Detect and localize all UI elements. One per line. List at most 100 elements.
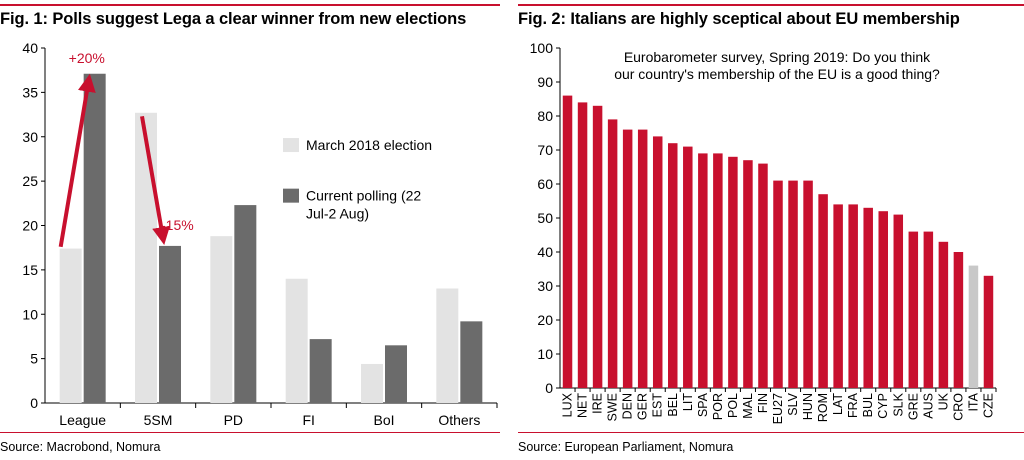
fig2-bar-aus xyxy=(923,231,934,388)
fig1-y-tick-label: 10 xyxy=(22,306,38,322)
fig2-bar-slv xyxy=(788,180,798,388)
fig2-x-tick-label: UK xyxy=(936,392,950,410)
fig2-source: Source: European Parliament, Nomura xyxy=(518,440,734,454)
fig2-y-tick-label: 50 xyxy=(537,210,553,226)
fig2-x-tick-label: DEN xyxy=(621,393,635,419)
fig2-x-tick-label: SLV xyxy=(786,392,800,415)
fig2-bar-cro xyxy=(953,252,964,388)
fig1-panel: Fig. 1: Polls suggest Lega a clear winne… xyxy=(0,0,500,460)
fig2-bar-bul xyxy=(863,207,873,388)
fig1-bar-polling-league xyxy=(83,73,106,404)
fig2-x-tick-label: FIN xyxy=(756,393,770,413)
fig1-legend-swatch-1 xyxy=(283,188,299,203)
fig2-bar-fra xyxy=(848,204,858,388)
fig2-y-tick-label: 80 xyxy=(537,108,553,124)
fig1-x-tick-label: FI xyxy=(302,412,314,428)
fig2-y-tick-label: 40 xyxy=(537,244,553,260)
fig2-bar-ger xyxy=(637,129,648,388)
fig2-bar-den xyxy=(622,129,633,388)
fig1-legend-label: March 2018 election xyxy=(306,137,432,153)
fig1-y-tick-label: 40 xyxy=(22,40,38,56)
fig1-bar-election-league xyxy=(59,248,82,403)
fig2-subtitle: our country's membership of the EU is a … xyxy=(614,66,940,82)
fig2-bar-bel xyxy=(668,143,678,388)
fig1-y-tick-label: 30 xyxy=(22,129,38,145)
fig2-x-tick-label: POR xyxy=(711,393,725,420)
fig2-x-tick-label: CRO xyxy=(951,393,965,421)
fig1-legend-label: Current polling (22 xyxy=(306,188,421,204)
fig2-bar-lat xyxy=(833,204,843,388)
fig2-bar-lit xyxy=(683,146,693,388)
fig2-x-tick-label: ROM xyxy=(816,393,830,422)
fig2-x-tick-label: NET xyxy=(576,393,590,418)
fig1-chart: 0 5 10 15 20 25 30 35 40 League 5SM PD FI BoI Others Ma… xyxy=(22,40,498,428)
fig2-x-tick-label: GER xyxy=(636,393,650,420)
fig1-x-tick-label: Others xyxy=(438,412,480,428)
fig2-bar-ire xyxy=(592,105,603,389)
fig2-bar-cze xyxy=(983,275,994,388)
fig1-bar-polling-5sm xyxy=(159,245,181,403)
fig1-bar-election-boi xyxy=(361,363,383,403)
fig2-x-tick-label: SLK xyxy=(891,392,905,416)
fig1-y-tick-label: 5 xyxy=(30,351,38,367)
fig2-x-tick-label: CZE xyxy=(981,393,995,418)
fig2-bar-mal xyxy=(743,160,753,388)
fig1-arrow-down xyxy=(140,115,171,246)
fig1-annotation-up: +20% xyxy=(69,50,105,66)
fig1-y-tick-label: 20 xyxy=(22,218,38,234)
fig2-x-tick-label: MAL xyxy=(741,393,755,419)
fig1-bar-polling-boi xyxy=(385,345,407,403)
fig1-bar-election-fi xyxy=(285,278,308,403)
fig2-x-tick-label: LIT xyxy=(681,393,695,411)
fig2-x-tick-label: BEL xyxy=(666,393,680,417)
fig2-bottom-rule xyxy=(518,432,1024,433)
fig1-title: Fig. 1: Polls suggest Lega a clear winne… xyxy=(0,10,467,28)
fig1-y-tick-label: 15 xyxy=(22,262,38,278)
fig2-bar-net xyxy=(577,102,588,389)
fig1-bar-polling-others xyxy=(460,321,483,403)
fig1-x-tick-label: 5SM xyxy=(144,412,173,428)
fig2-bar-gre xyxy=(908,231,919,388)
fig1-top-rule xyxy=(0,4,500,6)
fig2-title: Fig. 2: Italians are highly sceptical ab… xyxy=(518,10,960,28)
fig1-y-tick-label: 35 xyxy=(22,84,38,100)
fig2-chart: 0 10 20 30 40 50 60 70 80 90 100 Eurobarometer surv… xyxy=(530,40,997,424)
fig2-x-tick-label: FRA xyxy=(846,392,860,418)
fig2-bar-pol xyxy=(728,156,738,388)
fig2-bar-uk xyxy=(938,241,949,388)
fig2-x-tick-label: GRE xyxy=(906,393,920,420)
fig1-annotation-down: -15% xyxy=(161,217,194,233)
fig2-x-tick-label: LAT xyxy=(831,393,845,415)
fig1-arrow-up xyxy=(58,73,96,248)
fig2-bar-swe xyxy=(607,119,618,389)
fig1-x-tick-label: PD xyxy=(224,412,243,428)
fig2-x-tick-label: CYP xyxy=(876,393,890,419)
fig2-bar-por xyxy=(713,153,723,388)
fig2-panel: Fig. 2: Italians are highly sceptical ab… xyxy=(518,0,1024,460)
fig1-bar-election-pd xyxy=(210,236,233,403)
fig1-legend-swatch-0 xyxy=(283,138,299,153)
fig2-bar-fin xyxy=(758,163,768,388)
fig2-x-tick-label: POL xyxy=(726,393,740,418)
fig2-top-rule xyxy=(518,4,1024,6)
fig1-legend-label: Jul-2 Aug) xyxy=(306,206,369,222)
fig2-subtitle: Eurobarometer survey, Spring 2019: Do yo… xyxy=(624,49,931,65)
fig2-x-tick-label: ITA xyxy=(966,392,980,411)
fig2-x-tick-label: HUN xyxy=(801,393,815,420)
fig2-y-tick-label: 100 xyxy=(530,40,554,56)
fig1-bottom-rule xyxy=(0,432,500,433)
fig2-y-tick-label: 90 xyxy=(537,74,553,90)
fig2-bar-ita xyxy=(968,265,979,388)
fig1-bar-polling-fi xyxy=(309,339,332,403)
fig1-bar-election-others xyxy=(436,288,459,403)
fig2-bar-cyp xyxy=(878,211,888,388)
fig2-bar-spa xyxy=(698,153,708,388)
fig2-y-tick-label: 0 xyxy=(545,380,553,396)
fig1-y-tick-label: 25 xyxy=(22,173,38,189)
fig2-x-tick-label: EST xyxy=(651,393,665,418)
fig1-source: Source: Macrobond, Nomura xyxy=(0,440,161,454)
fig2-x-tick-label: BUL xyxy=(861,393,875,417)
fig1-bar-polling-pd xyxy=(234,205,257,403)
fig1-bar-election-5sm xyxy=(135,112,157,403)
fig2-x-tick-label: SPA xyxy=(696,392,710,417)
